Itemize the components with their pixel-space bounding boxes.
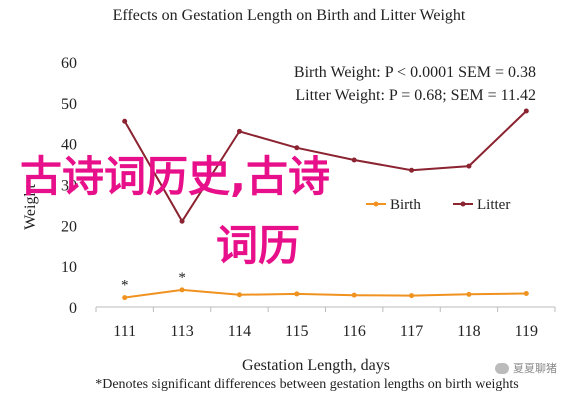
data-point-litter	[179, 218, 185, 224]
series-line-birth	[124, 288, 527, 299]
y-tick-label: 30	[61, 178, 77, 195]
legend-label-birth: Birth	[390, 197, 421, 213]
data-point-litter	[294, 145, 300, 151]
series-line-litter	[123, 110, 527, 224]
x-tick-label: 118	[457, 323, 480, 340]
data-point-litter	[351, 157, 357, 163]
y-tick-label: 40	[61, 137, 77, 154]
y-ticks: 0 10 20 30 40 50 60	[61, 55, 77, 317]
data-point-birth	[122, 295, 128, 301]
x-tick-label: 119	[515, 323, 538, 340]
x-tick-label: 113	[170, 323, 193, 340]
significance-marker: *	[121, 278, 129, 294]
data-point-litter	[236, 128, 242, 134]
x-tick-label: 117	[400, 323, 423, 340]
chat-bubble-icon	[495, 362, 509, 374]
legend-label-litter: Litter	[477, 197, 510, 213]
y-tick-label: 50	[61, 96, 77, 113]
significance-markers: * *	[121, 270, 186, 294]
y-tick-label: 60	[61, 55, 77, 72]
data-point-birth	[523, 291, 529, 297]
data-point-birth	[294, 291, 300, 297]
data-point-birth	[236, 292, 242, 298]
data-point-litter	[523, 108, 529, 114]
data-point-birth	[179, 287, 185, 293]
watermark: 夏夏聊猪	[495, 360, 557, 376]
y-tick-label: 0	[69, 300, 77, 317]
chart-title: Effects on Gestation Length on Birth and…	[113, 7, 466, 24]
legend-marker-birth	[373, 201, 379, 207]
x-tick-label: 114	[228, 323, 251, 340]
data-point-litter	[466, 163, 472, 169]
footnote: *Denotes significant differences between…	[95, 377, 519, 392]
data-point-birth	[351, 292, 357, 298]
significance-marker: *	[178, 270, 186, 286]
watermark-label: 夏夏聊猪	[513, 362, 557, 375]
data-point-litter	[122, 118, 128, 124]
data-point-birth	[466, 291, 472, 297]
x-tick-label: 111	[113, 323, 136, 340]
data-point-birth	[409, 293, 415, 299]
x-ticks: 111 113 114 115 116 117 118 119	[95, 307, 556, 340]
legend: Birth Litter	[366, 197, 510, 213]
overlay-text-line-1: 古诗词历史,古诗	[20, 152, 330, 201]
y-axis-label: Weight	[22, 184, 39, 230]
overlay-text-line-2: 词历	[216, 221, 301, 270]
y-tick-label: 10	[61, 259, 77, 276]
x-tick-label: 116	[342, 323, 365, 340]
data-point-litter	[409, 167, 415, 173]
x-axis-label: Gestation Length, days	[242, 357, 390, 374]
x-tick-label: 115	[285, 323, 308, 340]
stat-birth-weight: Birth Weight: P < 0.0001 SEM = 0.38	[294, 64, 536, 81]
legend-marker-litter	[460, 201, 466, 207]
y-tick-label: 20	[61, 218, 77, 235]
stat-litter-weight: Litter Weight: P = 0.68; SEM = 11.42	[295, 87, 536, 104]
series-lines	[122, 108, 529, 301]
